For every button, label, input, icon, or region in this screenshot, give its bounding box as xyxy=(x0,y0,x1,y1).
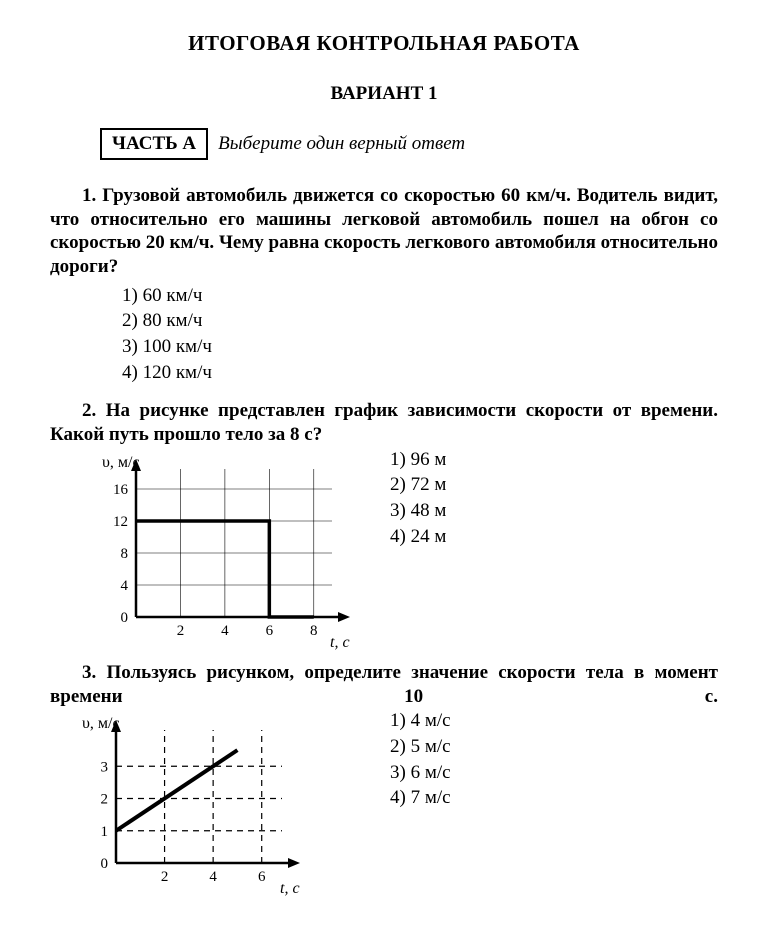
q2-answer-2: 2) 72 м xyxy=(390,472,446,498)
q3-answer-3: 3) 6 м/с xyxy=(390,760,451,786)
svg-text:υ, м/с: υ, м/с xyxy=(82,715,120,732)
part-header: ЧАСТЬ А Выберите один верный ответ xyxy=(100,128,718,160)
svg-text:0: 0 xyxy=(101,856,109,872)
q2-answer-3: 3) 48 м xyxy=(390,498,446,524)
svg-text:t, с: t, с xyxy=(330,634,350,651)
svg-text:1: 1 xyxy=(101,824,109,840)
variant-label: ВАРИАНТ 1 xyxy=(50,82,718,106)
q1-answer-1: 1) 60 км/ч xyxy=(122,283,718,309)
svg-text:16: 16 xyxy=(113,482,129,498)
svg-text:6: 6 xyxy=(258,869,266,885)
svg-text:υ, м/с: υ, м/с xyxy=(102,454,140,471)
q1-answer-2: 2) 80 км/ч xyxy=(122,308,718,334)
svg-text:2: 2 xyxy=(161,869,169,885)
main-title: ИТОГОВАЯ КОНТРОЛЬНАЯ РАБОТА xyxy=(50,30,718,56)
svg-text:3: 3 xyxy=(101,760,109,776)
svg-text:t, с: t, с xyxy=(280,880,300,897)
question-1-text: 1. Грузовой автомобиль движется со скоро… xyxy=(50,184,718,279)
question-3-answers: 1) 4 м/с 2) 5 м/с 3) 6 м/с 4) 7 м/с xyxy=(390,708,451,811)
q2-chart: 2 4 6 8 0 4 8 12 16 υ, м/с t, с xyxy=(90,451,350,651)
question-1-answers: 1) 60 км/ч 2) 80 км/ч 3) 100 км/ч 4) 120… xyxy=(122,283,718,386)
svg-text:4: 4 xyxy=(121,578,129,594)
part-instruction: Выберите один верный ответ xyxy=(218,132,465,156)
svg-text:8: 8 xyxy=(121,546,129,562)
svg-text:4: 4 xyxy=(221,623,229,639)
q3-answer-1: 1) 4 м/с xyxy=(390,708,451,734)
question-3-text: 3. Пользуясь рисунком, определите значен… xyxy=(50,661,718,709)
svg-text:2: 2 xyxy=(177,623,185,639)
q3-answer-4: 4) 7 м/с xyxy=(390,785,451,811)
q3-chart: 2 4 6 0 1 2 3 υ, м/с t, с xyxy=(70,712,300,897)
svg-text:12: 12 xyxy=(113,514,128,530)
q2-answer-4: 4) 24 м xyxy=(390,524,446,550)
part-box: ЧАСТЬ А xyxy=(100,128,208,160)
svg-text:4: 4 xyxy=(209,869,217,885)
q3-answer-2: 2) 5 м/с xyxy=(390,734,451,760)
svg-text:8: 8 xyxy=(310,623,318,639)
question-2-answers: 1) 96 м 2) 72 м 3) 48 м 4) 24 м xyxy=(390,447,446,550)
question-2-text: 2. На рисунке представлен график зависим… xyxy=(50,399,718,447)
svg-text:0: 0 xyxy=(121,610,129,626)
svg-text:6: 6 xyxy=(266,623,274,639)
q2-answer-1: 1) 96 м xyxy=(390,447,446,473)
q1-answer-4: 4) 120 км/ч xyxy=(122,360,718,386)
q1-answer-3: 3) 100 км/ч xyxy=(122,334,718,360)
svg-text:2: 2 xyxy=(101,792,109,808)
